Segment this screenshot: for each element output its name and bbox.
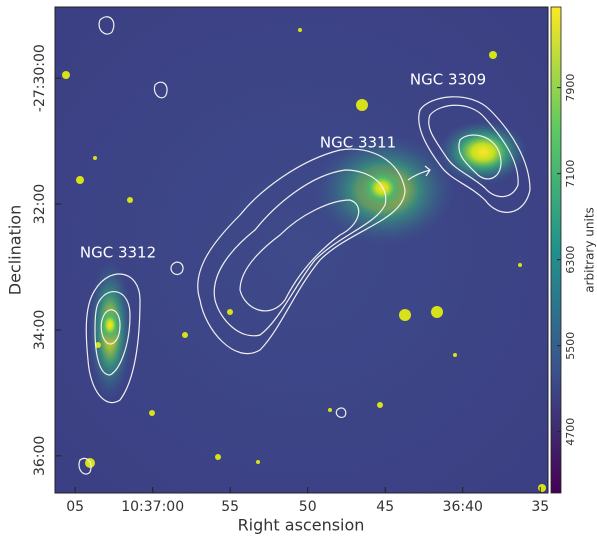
x-tick-label: 35 (531, 499, 549, 515)
galaxy-label: NGC 3312 (80, 244, 156, 262)
y-tick-label: 32:00 (32, 184, 48, 224)
page-body: {"chart_data": {"type": "image", "xlabel… (0, 0, 597, 540)
x-tick-label: 45 (376, 499, 394, 515)
chart: Right ascension Declination arbitrary un… (0, 0, 597, 540)
colorbar-tick-label: 7900 (564, 74, 577, 102)
x-axis-label: Right ascension (238, 516, 365, 535)
galaxy-label: NGC 3309 (410, 71, 486, 89)
y-axis-label: Declination (6, 205, 25, 295)
x-tick-label: 50 (299, 499, 317, 515)
page: body { margin: 0; width: 597px; height: … (0, 0, 597, 540)
y-tick-label: 34:00 (32, 310, 48, 350)
colorbar (551, 7, 561, 493)
x-tick-label: 55 (221, 499, 239, 515)
y-tick-label: -27:30:00 (32, 44, 48, 112)
colorbar-tick-label: 5500 (564, 332, 577, 360)
colorbar-tick-label: 7100 (564, 160, 577, 188)
x-tick-label: 10:37:00 (121, 499, 184, 515)
galaxy-label: NGC 3311 (320, 134, 396, 152)
x-tick-label: 05 (66, 499, 84, 515)
colorbar-label: arbitrary units (583, 207, 597, 293)
y-tick-label: 36:00 (32, 436, 48, 476)
colorbar-tick-label: 6300 (564, 246, 577, 274)
colorbar-tick-label: 4700 (564, 418, 577, 446)
x-tick-label: 36:40 (443, 499, 483, 515)
